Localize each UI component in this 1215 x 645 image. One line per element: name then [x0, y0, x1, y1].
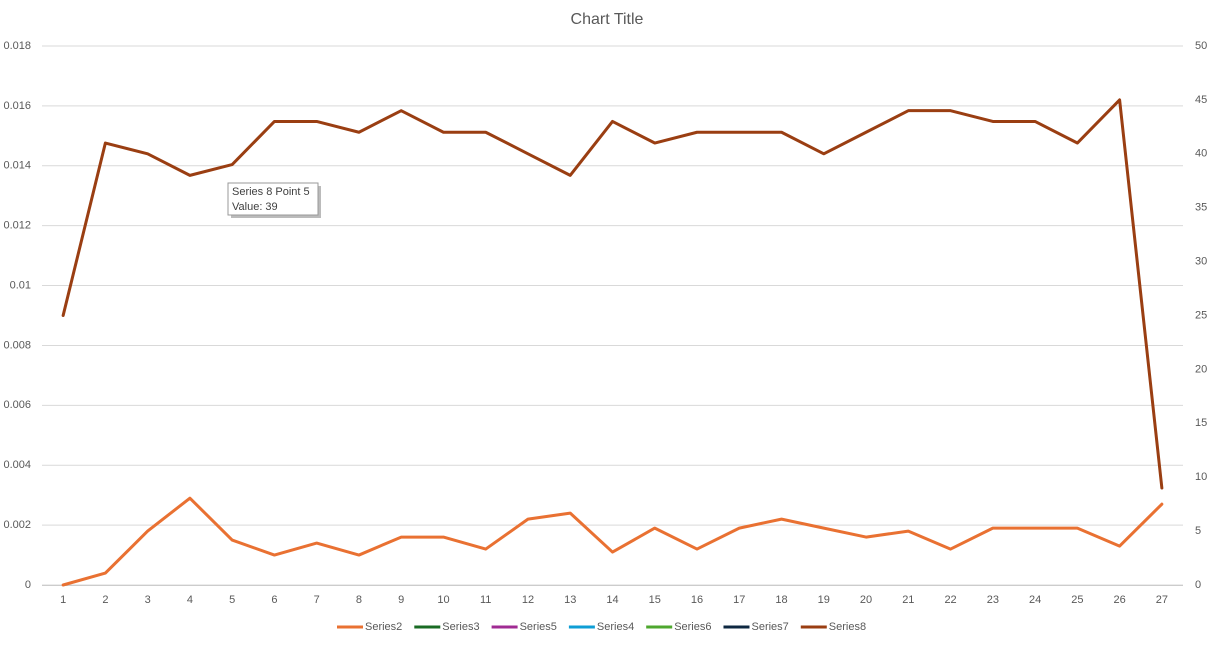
- x-tick-label: 10: [437, 594, 449, 606]
- y2-tick-label: 5: [1195, 525, 1201, 537]
- x-tick-label: 6: [271, 594, 277, 606]
- series-line: [61, 98, 1164, 490]
- x-tick-label: 23: [987, 594, 999, 606]
- chart-title: Chart Title: [571, 11, 644, 28]
- x-tick-label: 22: [944, 594, 956, 606]
- legend-label: Series3: [442, 621, 479, 633]
- y-tick-label: 0.002: [3, 519, 31, 531]
- tooltip: Series 8 Point 5 Value: 39: [227, 182, 321, 218]
- y-tick-label: 0.012: [3, 220, 31, 232]
- y-tick-label: 0.016: [3, 100, 31, 112]
- x-tick-label: 3: [145, 594, 151, 606]
- x-tick-label: 16: [691, 594, 703, 606]
- y-tick-label: 0.014: [3, 160, 31, 172]
- x-tick-label: 14: [606, 594, 618, 606]
- x-tick-label: 4: [187, 594, 193, 606]
- legend-label: Series2: [365, 621, 402, 633]
- y-tick-label: 0.006: [3, 399, 31, 411]
- y2-tick-label: 10: [1195, 471, 1207, 483]
- legend-label: Series5: [520, 621, 557, 633]
- x-tick-label: 27: [1156, 594, 1168, 606]
- y2-tick-label: 30: [1195, 256, 1207, 268]
- legend-label: Series4: [597, 621, 634, 633]
- x-tick-label: 15: [649, 594, 661, 606]
- x-tick-label: 8: [356, 594, 362, 606]
- x-tick-label: 24: [1029, 594, 1041, 606]
- y2-tick-label: 0: [1195, 579, 1201, 591]
- x-tick-label: 1: [60, 594, 66, 606]
- x-tick-label: 12: [522, 594, 534, 606]
- y2-tick-label: 50: [1195, 40, 1207, 52]
- x-tick-label: 17: [733, 594, 745, 606]
- tooltip-text: Value: 39: [232, 201, 278, 213]
- y-tick-label: 0.018: [3, 40, 31, 52]
- y-tick-label: 0.008: [3, 339, 31, 351]
- y-tick-label: 0.01: [10, 279, 31, 291]
- x-tick-label: 18: [775, 594, 787, 606]
- legend-label: Series7: [751, 621, 788, 633]
- x-tick-label: 11: [480, 594, 491, 606]
- x-tick-label: 5: [229, 594, 235, 606]
- x-tick-label: 9: [398, 594, 404, 606]
- legend-label: Series8: [829, 621, 866, 633]
- y2-tick-label: 35: [1195, 202, 1207, 214]
- y-tick-label: 0: [25, 579, 31, 591]
- x-tick-label: 7: [314, 594, 320, 606]
- y2-tick-label: 15: [1195, 417, 1207, 429]
- series-line: [61, 496, 1164, 587]
- x-tick-label: 25: [1071, 594, 1083, 606]
- tooltip-box: [227, 182, 319, 216]
- legend-label: Series6: [674, 621, 711, 633]
- y2-tick-label: 20: [1195, 363, 1207, 375]
- x-tick-label: 20: [860, 594, 872, 606]
- x-tick-label: 26: [1113, 594, 1125, 606]
- y2-tick-label: 25: [1195, 309, 1207, 321]
- y2-tick-label: 45: [1195, 94, 1207, 106]
- tooltip-title: Series 8 Point 5: [232, 186, 310, 198]
- y-tick-label: 0.004: [3, 459, 31, 471]
- y2-tick-label: 40: [1195, 148, 1207, 160]
- x-tick-label: 13: [564, 594, 576, 606]
- x-tick-label: 2: [102, 594, 108, 606]
- x-tick-label: 21: [902, 594, 914, 606]
- x-tick-label: 19: [818, 594, 830, 606]
